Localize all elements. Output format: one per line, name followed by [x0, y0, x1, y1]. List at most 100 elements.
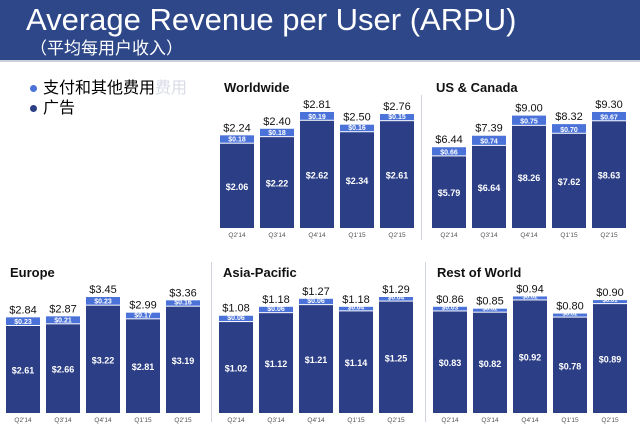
bar-advertising — [6, 326, 40, 413]
bar-payments — [513, 296, 547, 300]
data-label-payments: $0.06 — [307, 298, 325, 305]
data-label-total: $0.94 — [516, 283, 544, 295]
bar-payments — [433, 306, 467, 311]
data-label-payments: $0.70 — [560, 127, 578, 134]
data-label-payments: $0.18 — [228, 137, 246, 144]
data-label-advertising: $0.83 — [439, 358, 462, 368]
data-label-payments: $0.06 — [227, 315, 245, 322]
bar-payments — [553, 313, 587, 317]
data-label-total: $2.99 — [129, 300, 157, 312]
x-tick-label: Q2'15 — [388, 232, 406, 239]
bar-advertising — [86, 305, 120, 413]
bar-advertising — [379, 301, 413, 413]
bar-advertising — [299, 305, 333, 413]
x-tick-label: Q1'15 — [348, 232, 366, 239]
bar-advertising — [432, 156, 466, 228]
bar-advertising — [592, 121, 626, 228]
data-label-advertising: $1.14 — [345, 358, 368, 368]
data-label-advertising: $1.25 — [385, 353, 408, 363]
data-label-total: $1.18 — [342, 294, 370, 306]
bar-advertising — [380, 121, 414, 228]
bar-payments — [472, 135, 506, 145]
x-tick-label: Q1'15 — [561, 417, 579, 424]
bar-advertising — [46, 324, 80, 413]
data-label-payments: $0.02 — [562, 312, 578, 318]
chart-title: Worldwide — [224, 80, 290, 95]
data-label-advertising: $2.61 — [386, 171, 409, 181]
bar-advertising — [473, 312, 507, 413]
data-label-payments: $0.18 — [268, 130, 286, 137]
data-label-advertising: $6.64 — [478, 183, 501, 193]
data-label-total: $0.80 — [556, 301, 584, 313]
chart-plot: $1.02$0.06$1.08Q2'14$1.12$0.06$1.18Q3'14… — [219, 284, 413, 424]
legend-label: 广告 — [43, 98, 76, 117]
chart-plot: $2.61 $0.23 $2.84 Q2'14 $2.66 $0.21 $2.87 Q3'14… — [6, 284, 200, 424]
bar-payments — [432, 147, 466, 156]
data-label-payments: $0.16 — [174, 300, 192, 307]
legend-label: 支付和其他费用 — [43, 78, 156, 97]
data-label-total: $9.00 — [515, 103, 543, 115]
bar-advertising — [166, 306, 200, 413]
x-tick-label: Q1'15 — [560, 232, 578, 239]
data-label-payments: $0.04 — [348, 304, 365, 311]
bar-payments — [46, 316, 80, 324]
x-tick-label: Q4'14 — [307, 417, 325, 424]
data-label-payments: $0.75 — [520, 119, 538, 126]
data-label-advertising: $2.34 — [346, 176, 369, 186]
data-label-payments: $0.03 — [442, 304, 459, 311]
chart-title: Asia-Pacific — [223, 265, 297, 280]
bar-payments — [379, 297, 413, 301]
x-tick-label: Q4'14 — [520, 232, 538, 239]
data-label-advertising: $3.22 — [92, 355, 115, 365]
data-label-total: $8.32 — [555, 111, 583, 123]
bar-payments — [259, 306, 293, 313]
data-label-total: $3.36 — [169, 287, 197, 299]
legend: 支付和其他费用 费用 广告 — [30, 78, 187, 118]
bar-payments — [339, 306, 373, 311]
data-label-payments: $0.06 — [267, 306, 285, 313]
data-label-advertising: $0.89 — [599, 355, 622, 365]
data-label-total: $1.18 — [262, 294, 290, 306]
bar-advertising — [433, 311, 467, 413]
bar-advertising — [512, 125, 546, 228]
chart-title: Rest of World — [437, 265, 522, 280]
x-tick-label: Q2'14 — [228, 232, 246, 239]
title-banner: Average Revenue per User (ARPU) （平均每用户收入… — [0, 0, 640, 60]
chart-worldwide: Worldwide $2.06 $0.18 $2.24 Q2'14 $2.22 $0.18 $… — [218, 80, 423, 245]
bar-payments — [86, 297, 120, 305]
data-label-total: $3.45 — [89, 284, 117, 296]
data-label-advertising: $2.06 — [226, 182, 249, 192]
data-label-advertising: $1.21 — [305, 355, 328, 365]
data-label-total: $7.39 — [475, 123, 503, 135]
data-label-payments: $0.23 — [94, 299, 112, 306]
bar-payments — [260, 128, 294, 137]
data-label-advertising: $5.79 — [438, 188, 461, 198]
x-tick-label: Q4'14 — [521, 417, 539, 424]
data-label-payments: $0.67 — [600, 114, 618, 121]
data-label-total: $2.81 — [303, 99, 331, 111]
bar-advertising — [553, 317, 587, 413]
chart-title: US & Canada — [436, 80, 518, 95]
x-tick-label: Q3'14 — [268, 232, 286, 239]
data-label-advertising: $2.81 — [132, 362, 155, 372]
data-label-total: $1.27 — [302, 286, 330, 298]
data-label-payments: $0.02 — [522, 294, 538, 300]
x-tick-label: Q3'14 — [481, 417, 499, 424]
data-label-advertising: $2.61 — [12, 366, 35, 376]
chart-us-canada: US & Canada $5.79 $0.66 $6.44 Q2'14 $6.64 $0.7… — [430, 80, 635, 245]
data-label-total: $9.30 — [595, 99, 623, 111]
bar-advertising — [260, 137, 294, 228]
bar-payments — [552, 124, 586, 133]
data-label-payments: $0.21 — [54, 317, 72, 324]
bar-advertising — [300, 120, 334, 228]
x-tick-label: Q2'15 — [601, 417, 619, 424]
bar-payments — [166, 300, 200, 306]
data-label-payments: $0.19 — [308, 114, 326, 121]
chart-europe: Europe $2.61 $0.23 $2.84 Q2'14 $2.66 $0.21 $2.8… — [4, 265, 209, 430]
bar-payments — [126, 312, 160, 319]
x-tick-label: Q2'14 — [227, 417, 245, 424]
header-divider — [0, 60, 640, 62]
x-tick-label: Q2'14 — [14, 417, 32, 424]
chart-rest-of-world: Rest of World $0.83 $0.03 $0.86 Q2'14 $0.82 $0… — [431, 265, 636, 430]
data-label-advertising: $0.82 — [479, 359, 502, 369]
